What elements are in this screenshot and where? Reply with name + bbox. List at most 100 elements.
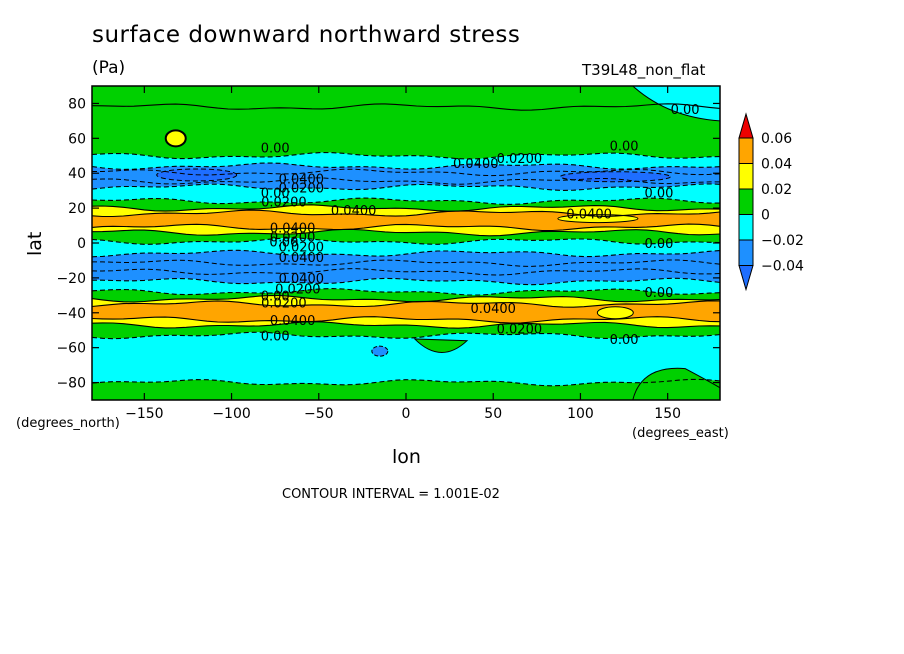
contour-line — [91, 209, 721, 218]
contour-band — [92, 237, 720, 257]
contour-line — [91, 103, 721, 111]
contour-label: 0.00 — [644, 187, 673, 202]
colorbar-label: 0.02 — [761, 182, 792, 198]
contour-label: 0.0400 — [566, 208, 612, 223]
contour-band — [92, 332, 720, 386]
x-tick-label: −50 — [304, 406, 334, 422]
contour-line — [91, 331, 721, 340]
contour-band — [92, 250, 720, 285]
y-tick-label: −20 — [56, 271, 86, 287]
y-tick-label: 0 — [77, 236, 86, 252]
contour-line — [91, 295, 721, 303]
colorbar-segment — [738, 163, 754, 190]
contour-line — [91, 300, 721, 308]
y-axis-units: (degrees_north) — [16, 416, 120, 431]
contour-band — [92, 86, 720, 111]
contour-label: 0.0200 — [275, 283, 321, 298]
contour-label: 0.00 — [261, 141, 290, 156]
contour-band — [92, 229, 720, 245]
run-label: T39L48_non_flat — [582, 61, 706, 79]
contour-label: 0.0400 — [453, 157, 499, 172]
contour-band — [92, 321, 720, 339]
contour-band — [92, 379, 720, 400]
contour-band — [92, 103, 720, 159]
y-tick-label: 40 — [68, 166, 86, 182]
contour-label: 0.00 — [671, 103, 700, 118]
x-tick-label: 50 — [484, 406, 502, 422]
contour-line — [91, 162, 721, 170]
y-tick-label: −40 — [56, 306, 86, 322]
colorbar: 0.06 0.04 0.02 0 −0.02 −0.04 — [738, 112, 804, 292]
contour-label: 0.0400 — [331, 204, 377, 219]
contour-band — [92, 204, 720, 217]
contour-line — [91, 151, 721, 160]
x-axis-units: (degrees_east) — [632, 426, 729, 441]
contour-label: 0.0400 — [270, 314, 316, 329]
contour-label: 0.0400 — [279, 272, 325, 287]
contour-band — [92, 288, 720, 302]
contour-line — [91, 177, 720, 185]
chart-units: (Pa) — [92, 58, 126, 78]
contour-label: 0.00 — [644, 237, 673, 252]
contour-line — [91, 204, 721, 212]
contour-label: 0.0200 — [261, 297, 307, 312]
contour-closed — [557, 214, 639, 224]
contour-label: 0.0400 — [279, 251, 325, 266]
colorbar-over-triangle — [738, 112, 754, 139]
contour-line — [92, 168, 721, 177]
contour-line — [91, 321, 721, 329]
contour-label: 0.0200 — [270, 230, 316, 245]
x-tick-label: −150 — [125, 406, 163, 422]
colorbar-label: −0.04 — [761, 259, 804, 275]
contour-band — [92, 152, 720, 170]
contour-lines — [91, 103, 721, 387]
contour-band — [92, 198, 720, 212]
contour-band — [92, 163, 720, 191]
colorbar-segment — [738, 137, 754, 164]
contour-interval: CONTOUR INTERVAL = 1.001E-02 — [282, 487, 500, 502]
y-tick-label: −60 — [56, 341, 86, 357]
y-tick-label: 20 — [68, 201, 86, 217]
contour-label: 0.00 — [269, 236, 298, 251]
colorbar-label: −0.02 — [761, 233, 804, 249]
contour-band — [92, 183, 720, 205]
contour-line — [92, 277, 721, 286]
contour-closed — [413, 338, 469, 353]
contour-label: 0.00 — [610, 140, 639, 155]
contour-band — [92, 210, 720, 231]
contour-line — [91, 228, 721, 237]
y-tick-label: −80 — [56, 376, 86, 392]
contour-line — [91, 378, 721, 387]
x-tick-label: −100 — [212, 406, 250, 422]
colorbar-segment — [738, 239, 754, 266]
contour-line — [91, 237, 721, 245]
contour-line — [91, 183, 721, 191]
contour-line — [91, 288, 721, 296]
contour-closed — [371, 345, 389, 357]
colorbar-under-triangle — [738, 265, 754, 292]
contour-label: 0.0200 — [497, 152, 543, 167]
contour-label: 0.00 — [261, 290, 290, 305]
x-axis: −150 −100 −50 0 50 100 150 — [125, 86, 681, 422]
y-tick-label: 80 — [68, 96, 86, 112]
contour-label: 0.0200 — [279, 241, 325, 256]
contour-band — [92, 300, 720, 323]
x-tick-label: 150 — [654, 406, 681, 422]
y-axis: −80 −60 −40 −20 0 20 40 60 80 — [56, 96, 720, 392]
contour-label: 0.0200 — [279, 181, 325, 196]
contour-label: 0.00 — [261, 330, 290, 345]
contour-label: 0.0400 — [270, 222, 316, 237]
x-tick-label: 100 — [567, 406, 594, 422]
colorbar-label: 0 — [761, 208, 770, 224]
chart-title: surface downward northward stress — [92, 22, 521, 48]
contour-labels: 0.000.00 0.000.02000.04000.04000.02000.00… — [261, 103, 700, 348]
contour-line — [91, 197, 720, 205]
contour-label: 0.00 — [644, 286, 673, 301]
contour-line — [91, 223, 721, 232]
contour-label: 0.0200 — [261, 195, 307, 210]
colorbar-label: 0.06 — [761, 131, 792, 147]
x-tick-label: 0 — [402, 406, 411, 422]
x-axis-label: lon — [392, 446, 421, 468]
contour-line — [92, 259, 721, 267]
